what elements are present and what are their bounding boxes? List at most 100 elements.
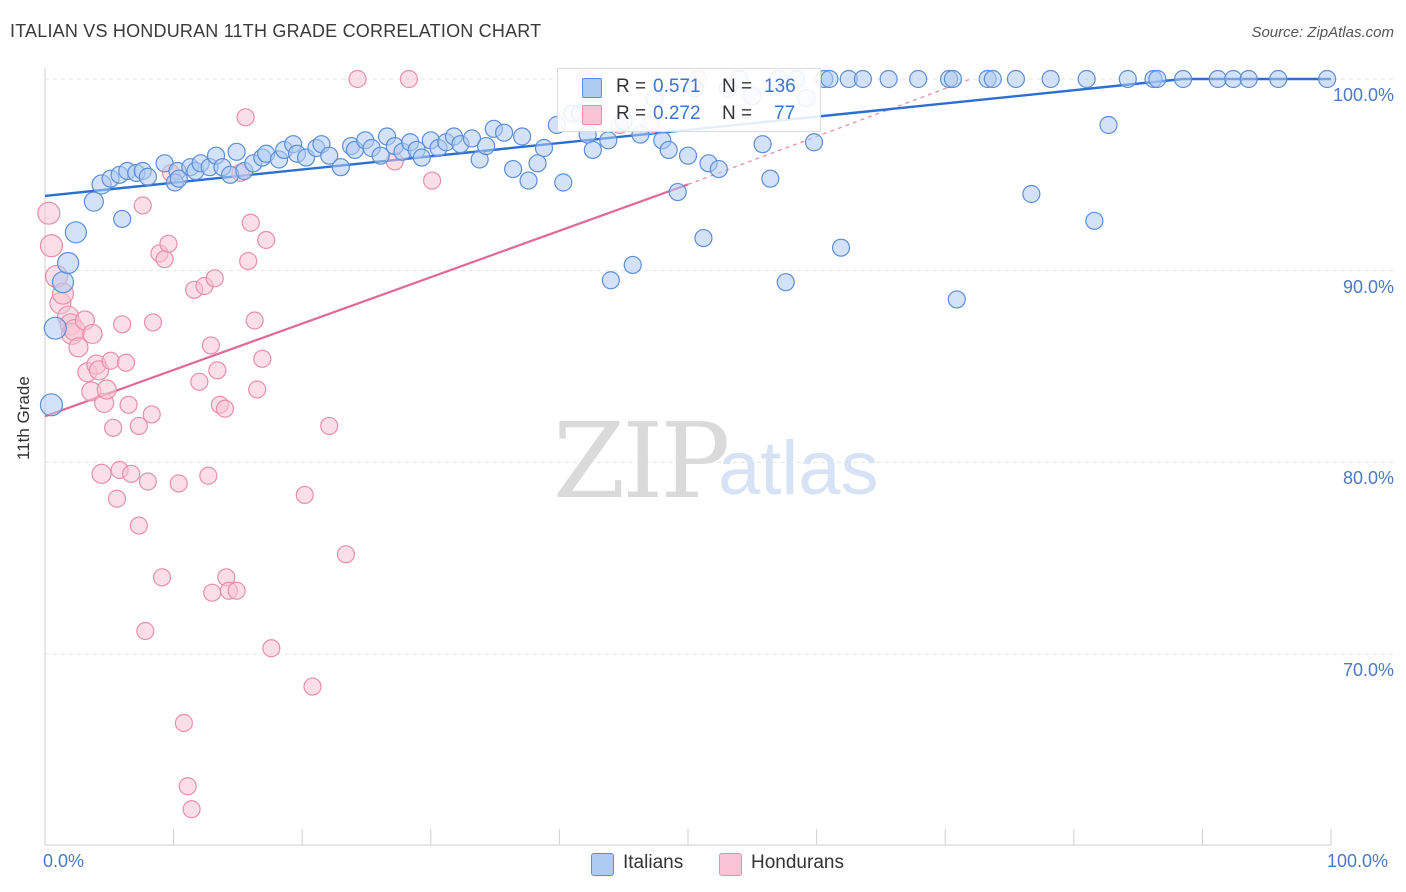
italians-point (528, 154, 547, 173)
hondurans-point (295, 485, 314, 505)
italians-point (1318, 69, 1337, 89)
italians-n-label: N = (722, 76, 753, 97)
hondurans-point (205, 269, 224, 288)
hondurans-point (142, 405, 161, 424)
x-tick-label-min: 0.0% (43, 851, 85, 871)
italians-point (43, 316, 67, 340)
hondurans-n-label: N = (722, 103, 753, 124)
hondurans-point (159, 234, 178, 253)
hondurans-point (399, 69, 419, 89)
legend-italians-label: Italians (623, 852, 684, 873)
italians-point (476, 136, 496, 156)
hondurans-point (101, 351, 120, 370)
y-tick-label: 100.0% (1332, 85, 1394, 105)
stats-legend: R = 0.571 N = 136 R = 0.272 N = 77 (557, 68, 821, 132)
italians-swatch (582, 78, 602, 98)
hondurans-trend-extension (687, 78, 972, 186)
hondurans-point (96, 379, 117, 400)
hondurans-point (122, 464, 141, 483)
italians-point (1006, 69, 1026, 89)
italians-n-value: 136 (764, 76, 796, 97)
hondurans-point (39, 234, 64, 258)
italians-point (371, 146, 390, 165)
hondurans-point (169, 474, 188, 493)
italians-point (1099, 115, 1118, 135)
italians-point (39, 393, 64, 417)
italians-point (1174, 69, 1193, 89)
hondurans-r-label: R = (616, 103, 647, 124)
italians-point (804, 133, 824, 152)
axes (44, 68, 1332, 846)
hondurans-point (253, 349, 272, 368)
hondurans-point (155, 250, 174, 269)
italians-point (761, 169, 780, 188)
hondurans-point (336, 545, 356, 564)
italians-r-value: 0.571 (653, 76, 701, 97)
italians-point (1077, 69, 1096, 89)
italians-point (412, 148, 431, 167)
hondurans-point (116, 353, 136, 372)
italians-point (169, 169, 188, 188)
italians-point (1208, 69, 1227, 89)
italians-point (659, 140, 678, 160)
chart-title: ITALIAN VS HONDURAN 11TH GRADE CORRELATI… (10, 21, 542, 41)
hondurans-point (348, 69, 367, 89)
italians-point (1022, 184, 1041, 204)
italians-point (1148, 69, 1167, 89)
hondurans-point (107, 489, 127, 508)
italians-point (583, 140, 602, 160)
hondurans-point (203, 583, 222, 602)
hondurans-point (178, 777, 197, 796)
y-axis-label: 11th Grade (14, 376, 33, 460)
italians-point (113, 209, 132, 229)
legend-hondurans-swatch (719, 853, 742, 876)
hondurans-point (113, 315, 132, 334)
hondurans-point (303, 677, 322, 696)
hondurans-swatch (582, 105, 602, 125)
italians-point (227, 142, 246, 161)
y-tick-label: 70.0% (1342, 660, 1394, 680)
italians-point (776, 273, 795, 292)
italians-point (983, 69, 1002, 89)
hondurans-point (239, 251, 258, 271)
hondurans-point (138, 472, 157, 491)
italians-point (601, 271, 620, 290)
hondurans-point (133, 196, 152, 215)
hondurans-point (248, 380, 267, 399)
hondurans-point (241, 213, 260, 232)
italians-point (909, 69, 928, 89)
hondurans-point (129, 516, 148, 535)
italians-point (534, 138, 554, 158)
hondurans-point (174, 713, 193, 733)
italians-point (1041, 69, 1060, 89)
hondurans-point (152, 568, 172, 587)
italians-point (709, 159, 728, 179)
italians-point (495, 123, 514, 142)
italians-point (64, 221, 87, 244)
hondurans-point (68, 337, 89, 358)
hondurans-point (215, 399, 235, 418)
italians-point (694, 228, 713, 248)
hondurans-points (37, 69, 708, 819)
hondurans-point (227, 581, 246, 600)
italians-point (513, 127, 532, 146)
legend-italians-swatch (591, 853, 614, 876)
italians-point (504, 159, 523, 179)
italians-point (83, 191, 104, 212)
hondurans-point (82, 323, 103, 345)
hondurans-point (199, 466, 218, 485)
hondurans-point (119, 395, 138, 414)
hondurans-point (190, 372, 209, 391)
italians-point (947, 290, 966, 309)
hondurans-point (257, 230, 276, 250)
italians-point (820, 69, 839, 89)
hondurans-point (208, 361, 227, 380)
italians-point (1269, 69, 1288, 89)
italians-point (678, 146, 698, 165)
legend-hondurans-label: Hondurans (751, 852, 844, 873)
italians-point (1085, 211, 1104, 230)
x-tick-label-max: 100.0% (1327, 851, 1389, 871)
italians-point (1118, 69, 1137, 89)
chart-source: Source: ZipAtlas.com (1251, 24, 1394, 41)
watermark-zip: ZIP (553, 400, 730, 522)
